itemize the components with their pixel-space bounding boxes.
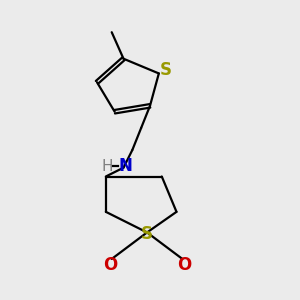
Text: H: H	[102, 159, 113, 174]
Text: O: O	[103, 256, 117, 274]
Text: S: S	[141, 225, 153, 243]
Text: O: O	[177, 256, 191, 274]
Text: N: N	[118, 157, 132, 175]
Text: S: S	[160, 61, 172, 80]
